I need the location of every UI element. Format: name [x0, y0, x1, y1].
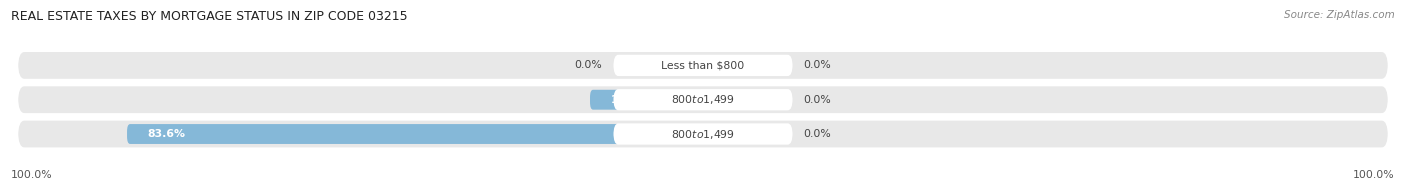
Text: 0.0%: 0.0% — [804, 129, 831, 139]
FancyBboxPatch shape — [613, 55, 793, 76]
Legend: Without Mortgage, With Mortgage: Without Mortgage, With Mortgage — [583, 195, 823, 196]
Text: 16.4%: 16.4% — [610, 95, 648, 105]
FancyBboxPatch shape — [127, 124, 703, 144]
Text: $800 to $1,499: $800 to $1,499 — [671, 93, 735, 106]
FancyBboxPatch shape — [18, 121, 1388, 147]
Text: REAL ESTATE TAXES BY MORTGAGE STATUS IN ZIP CODE 03215: REAL ESTATE TAXES BY MORTGAGE STATUS IN … — [11, 10, 408, 23]
FancyBboxPatch shape — [613, 123, 793, 145]
Text: Less than $800: Less than $800 — [661, 60, 745, 70]
Text: 0.0%: 0.0% — [575, 60, 602, 70]
FancyBboxPatch shape — [18, 86, 1388, 113]
Text: 100.0%: 100.0% — [11, 170, 53, 180]
FancyBboxPatch shape — [613, 89, 793, 110]
Text: 0.0%: 0.0% — [804, 95, 831, 105]
Text: 100.0%: 100.0% — [1353, 170, 1395, 180]
Text: 83.6%: 83.6% — [148, 129, 186, 139]
Text: Source: ZipAtlas.com: Source: ZipAtlas.com — [1284, 10, 1395, 20]
FancyBboxPatch shape — [18, 52, 1388, 79]
FancyBboxPatch shape — [591, 90, 703, 110]
Text: $800 to $1,499: $800 to $1,499 — [671, 128, 735, 141]
Text: 0.0%: 0.0% — [804, 60, 831, 70]
